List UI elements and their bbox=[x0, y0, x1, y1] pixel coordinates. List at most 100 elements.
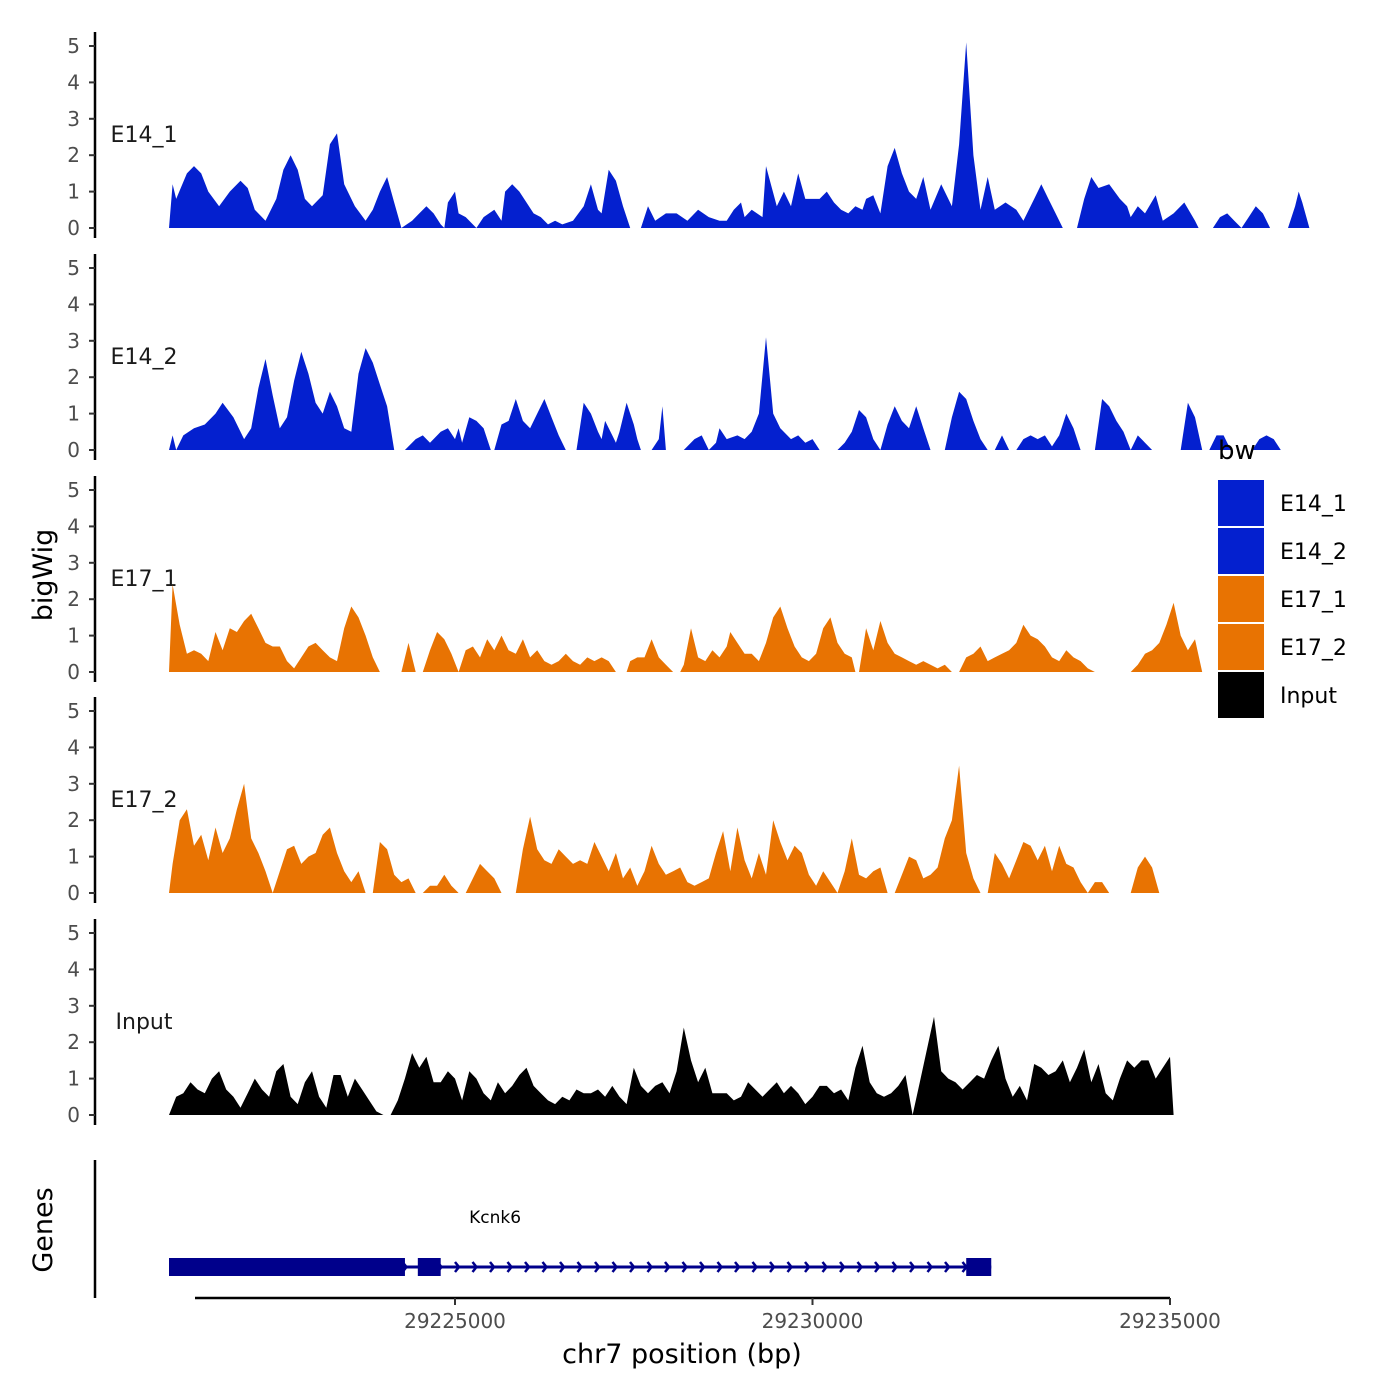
legend-label: E17_2 bbox=[1280, 636, 1347, 661]
y-tick-label: 5 bbox=[67, 921, 80, 945]
strand-arrow bbox=[839, 1261, 846, 1273]
strand-arrow bbox=[629, 1261, 636, 1273]
y-tick-label: 5 bbox=[67, 478, 80, 502]
strand-arrow bbox=[769, 1261, 776, 1273]
track-E14_2: 0 1 2 3 4 5 E14_2 bbox=[67, 254, 1288, 462]
y-tick-label: 4 bbox=[67, 957, 80, 981]
strand-arrow bbox=[751, 1261, 759, 1273]
x-tick-label: 29225000 bbox=[404, 1309, 506, 1333]
signal-area-Input bbox=[169, 1016, 1174, 1115]
y-tick-label: 1 bbox=[67, 180, 80, 204]
y-tick-label: 2 bbox=[67, 365, 80, 389]
y-tick-label: 5 bbox=[67, 699, 80, 723]
y-tick-label: 1 bbox=[67, 624, 80, 648]
strand-arrow bbox=[576, 1261, 584, 1273]
gene-exon bbox=[417, 1258, 441, 1276]
legend-swatch-Input bbox=[1218, 672, 1264, 718]
y-tick-label: 0 bbox=[67, 1103, 80, 1127]
track-label: E14_1 bbox=[111, 123, 178, 148]
strand-arrow bbox=[611, 1261, 619, 1273]
y-tick-label: 2 bbox=[67, 587, 80, 611]
signal-area-E17_2 bbox=[169, 765, 1160, 893]
y-tick-label: 4 bbox=[67, 735, 80, 759]
y-axis-title: bigWig bbox=[28, 529, 59, 622]
y-tick-label: 3 bbox=[67, 994, 80, 1018]
strand-arrow bbox=[506, 1261, 514, 1273]
strand-arrow bbox=[716, 1261, 724, 1273]
signal-area-E17_1 bbox=[169, 584, 1203, 672]
strand-arrow bbox=[786, 1261, 794, 1273]
x-axis-title: chr7 position (bp) bbox=[562, 1339, 802, 1370]
strand-arrow bbox=[734, 1261, 741, 1273]
strand-arrow bbox=[944, 1261, 951, 1273]
track-E17_1: 0 1 2 3 4 5 E17_1 bbox=[67, 476, 1203, 684]
y-tick-label: 0 bbox=[67, 216, 80, 240]
strand-arrow bbox=[926, 1261, 934, 1273]
strand-arrow bbox=[699, 1261, 706, 1273]
strand-arrow bbox=[891, 1261, 899, 1273]
signal-area-E14_1 bbox=[169, 42, 1310, 229]
legend-swatch-E17_2 bbox=[1218, 624, 1264, 670]
gene-exon bbox=[169, 1258, 405, 1276]
y-tick-label: 4 bbox=[67, 514, 80, 538]
y-tick-label: 2 bbox=[67, 143, 80, 167]
legend-swatch-E14_2 bbox=[1218, 528, 1264, 574]
legend: bw E14_1 E14_2 E17_1 E17_2 Input bbox=[1218, 436, 1347, 718]
legend-label: E17_1 bbox=[1280, 588, 1347, 613]
strand-arrow bbox=[646, 1261, 654, 1273]
y-tick-label: 1 bbox=[67, 402, 80, 426]
y-tick-label: 2 bbox=[67, 808, 80, 832]
y-tick-label: 5 bbox=[67, 34, 80, 58]
y-tick-label: 1 bbox=[67, 1067, 80, 1091]
y-tick-label: 5 bbox=[67, 256, 80, 280]
strand-arrow bbox=[874, 1261, 881, 1273]
y-tick-label: 4 bbox=[67, 70, 80, 94]
x-axis: 29225000 29230000 29235000 bbox=[195, 1296, 1221, 1333]
x-tick-label: 29230000 bbox=[762, 1309, 864, 1333]
genes-axis-title: Genes bbox=[28, 1187, 59, 1272]
x-tick-label: 29235000 bbox=[1119, 1309, 1221, 1333]
strand-arrow bbox=[489, 1261, 496, 1273]
strand-arrow bbox=[541, 1261, 549, 1273]
y-tick-label: 3 bbox=[67, 107, 80, 131]
track-E17_2: 0 1 2 3 4 5 E17_2 bbox=[67, 697, 1160, 905]
y-tick-label: 4 bbox=[67, 292, 80, 316]
legend-label: E14_1 bbox=[1280, 492, 1347, 517]
legend-label: E14_2 bbox=[1280, 540, 1347, 565]
strand-arrow bbox=[454, 1261, 461, 1273]
gene-exon bbox=[966, 1258, 992, 1276]
strand-arrow bbox=[804, 1261, 811, 1273]
track-label: E17_2 bbox=[111, 788, 178, 813]
signal-area-E14_2 bbox=[169, 337, 1288, 450]
track-label: E17_1 bbox=[111, 567, 178, 592]
strand-arrow bbox=[856, 1261, 864, 1273]
strand-arrow bbox=[524, 1261, 531, 1273]
strand-arrow bbox=[471, 1261, 479, 1273]
strand-arrow bbox=[821, 1261, 829, 1273]
strand-arrow bbox=[909, 1261, 916, 1273]
strand-arrow bbox=[681, 1261, 689, 1273]
gene-label: Kcnk6 bbox=[469, 1208, 521, 1228]
y-tick-label: 3 bbox=[67, 551, 80, 575]
strand-arrow bbox=[559, 1261, 566, 1273]
legend-swatch-E14_1 bbox=[1218, 480, 1264, 526]
y-tick-label: 1 bbox=[67, 845, 80, 869]
genes-panel: Kcnk6 bbox=[93, 1160, 992, 1298]
legend-swatch-E17_1 bbox=[1218, 576, 1264, 622]
strand-arrow bbox=[664, 1261, 671, 1273]
y-tick-label: 0 bbox=[67, 881, 80, 905]
legend-title: bw bbox=[1218, 436, 1256, 466]
track-label: Input bbox=[116, 1010, 173, 1035]
y-tick-label: 2 bbox=[67, 1030, 80, 1054]
track-E14_1: 0 1 2 3 4 5 E14_1 bbox=[67, 32, 1310, 240]
y-tick-label: 3 bbox=[67, 329, 80, 353]
track-label: E14_2 bbox=[111, 345, 178, 370]
y-tick-label: 0 bbox=[67, 438, 80, 462]
track-Input: 0 1 2 3 4 5 Input bbox=[67, 919, 1174, 1127]
y-tick-label: 3 bbox=[67, 772, 80, 796]
gene-Kcnk6: Kcnk6 bbox=[169, 1208, 992, 1276]
strand-arrow bbox=[594, 1261, 601, 1273]
y-tick-label: 0 bbox=[67, 660, 80, 684]
legend-label: Input bbox=[1280, 684, 1337, 709]
